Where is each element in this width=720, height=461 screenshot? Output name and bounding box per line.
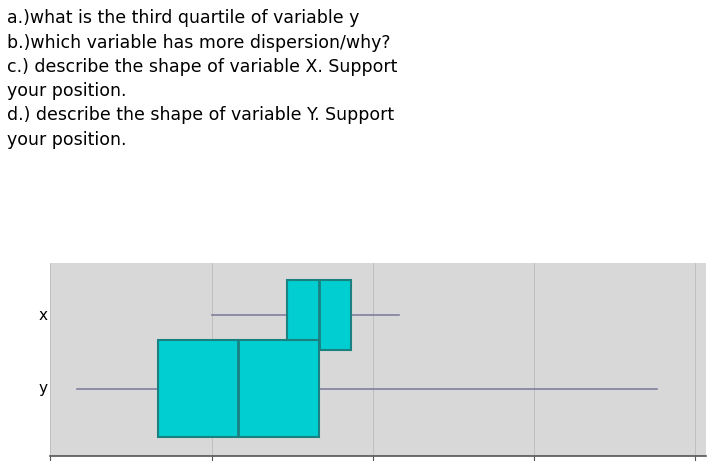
Text: a.)what is the third quartile of variable y
b.)which variable has more dispersio: a.)what is the third quartile of variabl… bbox=[7, 9, 397, 149]
Text: y: y bbox=[39, 381, 48, 396]
Bar bbox=[287, 280, 351, 350]
Text: x: x bbox=[39, 307, 48, 323]
Bar bbox=[158, 340, 319, 437]
